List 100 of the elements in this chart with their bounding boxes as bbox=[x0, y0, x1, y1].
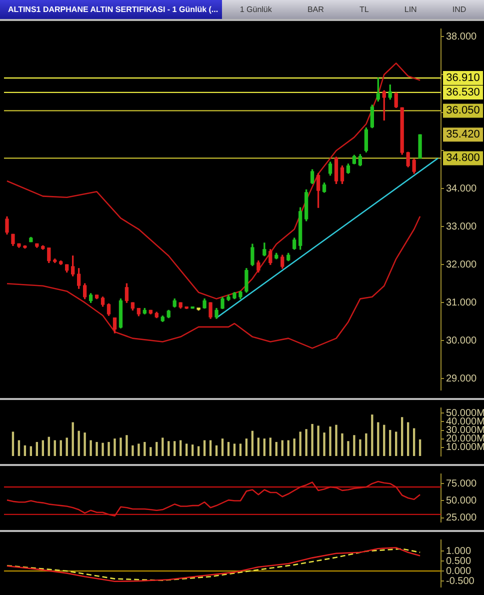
bar bbox=[138, 444, 140, 456]
bar bbox=[120, 438, 122, 456]
annotation: 35.420 bbox=[446, 128, 480, 141]
bar bbox=[174, 441, 176, 456]
bar bbox=[108, 442, 110, 456]
bar bbox=[48, 436, 50, 456]
y-tick-label: 31.000 bbox=[446, 297, 478, 308]
bar bbox=[365, 433, 368, 456]
candlestick bbox=[418, 134, 422, 159]
bar bbox=[341, 433, 344, 456]
text: BAR bbox=[307, 4, 324, 16]
bar bbox=[227, 442, 230, 456]
bar bbox=[144, 442, 146, 456]
bar bbox=[126, 435, 128, 456]
y-tick-label: 0.000 bbox=[446, 566, 472, 577]
bar bbox=[96, 442, 98, 456]
ref-line-label: 36.050 bbox=[446, 104, 480, 117]
text: LIN bbox=[404, 4, 417, 16]
text: TL bbox=[359, 4, 369, 16]
bar bbox=[191, 444, 194, 456]
bar bbox=[389, 430, 392, 456]
bar bbox=[323, 432, 326, 456]
bar bbox=[257, 438, 260, 456]
candlestick bbox=[190, 306, 194, 309]
bar bbox=[90, 440, 92, 456]
bar bbox=[72, 422, 74, 456]
y-tick-label: 10.000M bbox=[446, 442, 484, 454]
bar bbox=[221, 438, 224, 456]
bar bbox=[406, 422, 410, 456]
bar bbox=[18, 440, 20, 456]
bar bbox=[305, 429, 308, 456]
y-tick-label: 1.000 bbox=[446, 546, 472, 557]
bar bbox=[42, 440, 44, 456]
ref-line-label: 34.800 bbox=[446, 152, 480, 164]
bar bbox=[269, 438, 272, 456]
bar bbox=[371, 414, 374, 456]
bar bbox=[401, 417, 404, 456]
bar bbox=[156, 442, 158, 456]
bar bbox=[24, 445, 26, 456]
text: IND bbox=[452, 4, 466, 16]
bar bbox=[412, 428, 416, 456]
bar bbox=[60, 440, 62, 456]
bar bbox=[245, 438, 248, 456]
candlestick bbox=[184, 306, 188, 310]
bar bbox=[335, 424, 338, 456]
y-tick-label: 0.500 bbox=[446, 556, 472, 567]
bar bbox=[251, 430, 254, 456]
bar bbox=[317, 426, 320, 456]
bar bbox=[263, 438, 266, 456]
y-tick-label: 33.000 bbox=[446, 221, 478, 232]
bar bbox=[180, 440, 182, 456]
bar bbox=[84, 432, 86, 456]
bar bbox=[203, 440, 206, 456]
bar bbox=[215, 445, 218, 456]
y-tick-label: 40.000M bbox=[446, 416, 484, 428]
y-tick-label: 50.000 bbox=[446, 495, 478, 506]
bar bbox=[54, 440, 56, 456]
bar bbox=[329, 426, 332, 456]
bar bbox=[395, 432, 398, 456]
bar bbox=[287, 440, 290, 456]
bar bbox=[311, 424, 314, 456]
bar bbox=[383, 424, 386, 456]
chart-title: ALTINS1 DARPHANE ALTIN SERTIFIKASI - 1 Günlük (... bbox=[0, 0, 222, 19]
bar bbox=[114, 438, 116, 456]
bar bbox=[36, 442, 38, 456]
y-tick-label: 75.000 bbox=[446, 478, 478, 490]
text: 1 Günlük bbox=[240, 4, 272, 16]
ref-line-label: 36.910 bbox=[446, 72, 480, 84]
bar bbox=[186, 444, 188, 456]
bar bbox=[30, 446, 32, 456]
bar bbox=[197, 446, 200, 456]
y-tick-label: 30.000 bbox=[446, 335, 478, 346]
bar bbox=[162, 438, 164, 456]
y-tick-label: 34.000 bbox=[446, 183, 478, 194]
bar bbox=[281, 440, 284, 456]
y-tick-label: 25.000 bbox=[446, 512, 478, 524]
y-tick-label: 38.000 bbox=[446, 31, 478, 42]
bar bbox=[168, 441, 170, 456]
y-tick-label: -0.500 bbox=[446, 576, 475, 587]
bar bbox=[293, 438, 296, 456]
bar bbox=[78, 430, 80, 456]
bar bbox=[418, 439, 422, 456]
bar bbox=[347, 441, 350, 456]
y-tick-label: 50.000M bbox=[446, 408, 484, 419]
bar bbox=[66, 438, 68, 456]
bar bbox=[132, 445, 134, 456]
bar bbox=[275, 442, 278, 456]
bar bbox=[299, 432, 302, 456]
y-tick-label: 32.000 bbox=[446, 259, 478, 270]
bar bbox=[102, 442, 104, 456]
bar bbox=[233, 444, 236, 456]
bar bbox=[209, 440, 212, 456]
bar bbox=[12, 432, 14, 456]
bar bbox=[353, 435, 356, 456]
ref-line-label: 36.530 bbox=[446, 86, 480, 98]
bar bbox=[377, 422, 380, 456]
y-tick-label: 29.000 bbox=[446, 373, 478, 384]
bar bbox=[359, 439, 362, 456]
bar bbox=[150, 447, 152, 456]
bar bbox=[239, 444, 242, 456]
